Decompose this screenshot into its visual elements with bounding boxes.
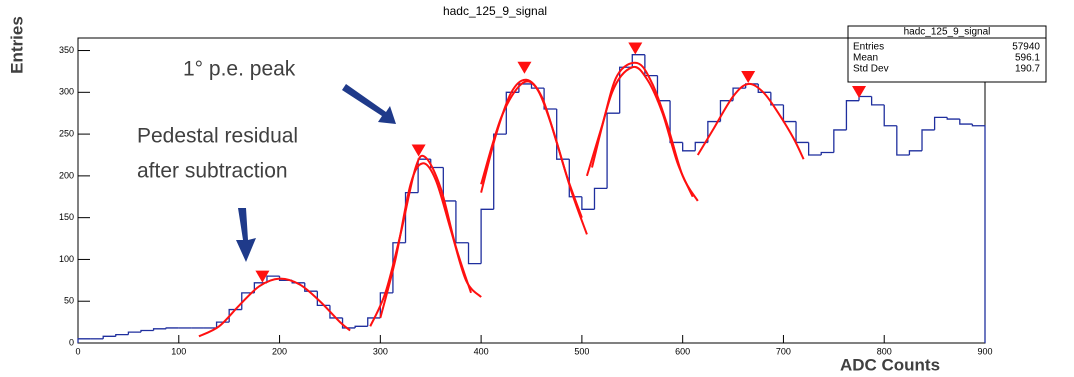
- y-tick-label: 100: [59, 254, 74, 264]
- y-tick-label: 200: [59, 170, 74, 180]
- fit-curve: [198, 277, 351, 338]
- histogram-bin: [152, 328, 167, 331]
- histogram-bin: [870, 96, 885, 106]
- fit-curve: [480, 80, 583, 218]
- histogram-bin: [354, 325, 368, 328]
- histogram-bin: [304, 282, 318, 292]
- histogram-bin: [694, 141, 708, 151]
- histogram-bin: [77, 338, 91, 343]
- histogram-bin: [392, 242, 406, 293]
- histogram-bin: [404, 191, 419, 243]
- histogram-bin: [883, 104, 897, 127]
- histogram-bin: [770, 92, 784, 106]
- y-tick-label: 0: [69, 337, 74, 347]
- x-tick-label: 700: [776, 346, 791, 356]
- histogram-bin: [115, 333, 129, 337]
- x-tick-label: 400: [474, 346, 489, 356]
- histogram-bin: [581, 196, 595, 210]
- x-axis-label: ADC Counts: [840, 355, 940, 374]
- histogram-bin: [341, 317, 356, 329]
- histogram-bin: [921, 129, 935, 151]
- x-tick-label: 0: [75, 346, 80, 356]
- histogram-bin: [959, 119, 973, 125]
- histogram-bin: [833, 129, 847, 153]
- fit-curve: [591, 65, 694, 198]
- peak-marker: [255, 270, 270, 283]
- histogram-bin: [480, 208, 494, 264]
- chart-title: hadc_125_9_signal: [443, 4, 547, 18]
- x-tick-label: 900: [977, 346, 992, 356]
- histogram-bin: [266, 275, 280, 283]
- histogram-bin: [593, 187, 608, 210]
- histogram-bin: [933, 116, 948, 130]
- stats-box: [847, 25, 1047, 83]
- x-tick-label: 300: [373, 346, 388, 356]
- histogram-bin: [719, 100, 734, 122]
- histogram-bin: [619, 66, 633, 114]
- y-tick-label: 300: [59, 87, 74, 97]
- histogram-bin: [669, 100, 683, 144]
- annotation: Pedestal residual: [137, 125, 298, 148]
- peak-marker: [411, 144, 426, 157]
- y-tick-label: 350: [59, 45, 74, 55]
- histogram-bin: [606, 112, 620, 189]
- stats-value: 190.7: [1015, 64, 1040, 75]
- x-tick-label: 100: [171, 346, 186, 356]
- histogram-bin: [530, 83, 545, 89]
- fit-curve: [379, 162, 482, 319]
- histogram-bin: [493, 133, 507, 210]
- histogram-bin: [682, 142, 696, 152]
- fit-curve: [696, 82, 805, 160]
- histogram-bin: [707, 120, 721, 143]
- stats-label: Entries: [853, 42, 884, 53]
- histogram-bin: [908, 150, 923, 155]
- arrow: [342, 84, 396, 124]
- histogram-bin: [430, 159, 444, 169]
- histogram-bin: [228, 308, 242, 323]
- stats-value: 57940: [1012, 42, 1040, 53]
- annotation: after subtraction: [137, 160, 288, 183]
- annotation: 1° p.e. peak: [183, 58, 296, 81]
- histogram-bin: [102, 335, 116, 339]
- y-tick-label: 150: [59, 212, 74, 222]
- x-tick-label: 600: [675, 346, 690, 356]
- histogram-bin: [165, 327, 179, 329]
- histogram-bin: [845, 100, 860, 130]
- y-tick-label: 250: [59, 128, 74, 138]
- histogram-bin: [316, 291, 330, 307]
- y-axis-label: Entries: [7, 16, 26, 74]
- histogram-bin: [543, 88, 557, 110]
- histogram-bin: [971, 124, 986, 343]
- peak-marker: [628, 42, 643, 55]
- peak-marker: [517, 61, 532, 74]
- histogram-bin: [367, 317, 381, 327]
- histogram-bin: [896, 125, 910, 156]
- arrow: [236, 208, 256, 262]
- histogram-bin: [455, 200, 469, 244]
- stats-title: hadc_125_9_signal: [904, 27, 991, 38]
- peak-marker: [852, 85, 867, 98]
- x-tick-label: 200: [272, 346, 287, 356]
- histogram-bin: [140, 329, 154, 333]
- histogram-bin: [127, 331, 141, 335]
- histogram-bin: [568, 159, 582, 198]
- stats-label: Std Dev: [853, 64, 889, 75]
- histogram-bin: [518, 83, 532, 93]
- stats-value: 596.1: [1015, 53, 1040, 64]
- peak-marker: [741, 70, 756, 83]
- histogram-bin: [807, 142, 822, 156]
- histogram-bin: [379, 292, 393, 318]
- x-tick-label: 500: [574, 346, 589, 356]
- x-tick-label: 800: [877, 346, 892, 356]
- histogram-bin: [329, 305, 343, 319]
- stats-label: Mean: [853, 53, 878, 64]
- histogram-bin: [820, 151, 834, 155]
- histogram-bin: [556, 109, 570, 160]
- arrows: [236, 84, 396, 262]
- y-tick-label: 50: [64, 296, 74, 306]
- histogram-bin: [467, 242, 482, 265]
- histogram-bin: [946, 117, 960, 120]
